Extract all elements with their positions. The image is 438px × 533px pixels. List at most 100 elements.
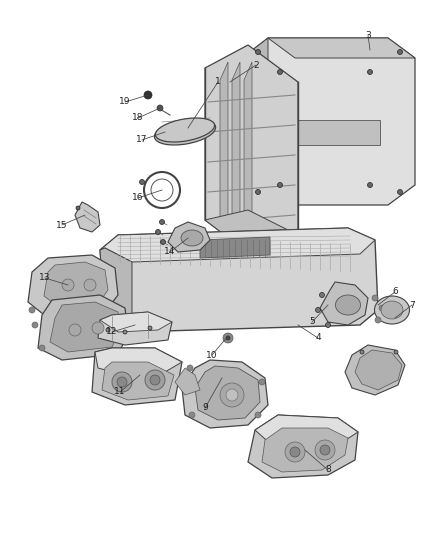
Ellipse shape [155, 118, 215, 142]
Circle shape [394, 350, 398, 354]
Text: 10: 10 [206, 351, 218, 359]
Circle shape [315, 308, 321, 312]
Polygon shape [268, 38, 415, 58]
Circle shape [117, 377, 127, 387]
Text: 11: 11 [114, 387, 126, 397]
Circle shape [84, 279, 96, 291]
Text: 6: 6 [392, 287, 398, 296]
Circle shape [398, 50, 403, 54]
Polygon shape [355, 350, 402, 390]
Circle shape [32, 322, 38, 328]
Circle shape [157, 105, 163, 111]
Text: 18: 18 [132, 114, 144, 123]
Text: 3: 3 [365, 30, 371, 39]
Polygon shape [275, 120, 380, 145]
Polygon shape [95, 348, 182, 375]
Polygon shape [345, 345, 405, 395]
Circle shape [325, 322, 331, 327]
Circle shape [255, 50, 261, 54]
Circle shape [112, 372, 132, 392]
Circle shape [315, 440, 335, 460]
Circle shape [226, 336, 230, 340]
Polygon shape [242, 38, 415, 205]
Circle shape [255, 190, 261, 195]
Circle shape [151, 179, 173, 201]
Ellipse shape [336, 295, 360, 315]
Polygon shape [205, 45, 298, 258]
Text: 17: 17 [136, 135, 148, 144]
Circle shape [139, 180, 145, 184]
Text: 14: 14 [164, 247, 176, 256]
Circle shape [160, 239, 166, 245]
Polygon shape [100, 228, 375, 262]
Text: 8: 8 [325, 465, 331, 474]
Circle shape [92, 322, 104, 334]
Circle shape [367, 69, 372, 75]
Text: 4: 4 [315, 334, 321, 343]
Polygon shape [248, 415, 358, 478]
Polygon shape [220, 62, 228, 258]
Polygon shape [100, 228, 378, 332]
Circle shape [106, 328, 110, 332]
Text: 16: 16 [132, 193, 144, 203]
Text: 13: 13 [39, 273, 51, 282]
Circle shape [360, 350, 364, 354]
Circle shape [285, 442, 305, 462]
Ellipse shape [374, 296, 410, 324]
Circle shape [290, 447, 300, 457]
Circle shape [398, 190, 403, 195]
Ellipse shape [181, 230, 203, 246]
Circle shape [39, 345, 45, 351]
Circle shape [320, 445, 330, 455]
Circle shape [148, 326, 152, 330]
Circle shape [155, 230, 160, 235]
Circle shape [159, 220, 165, 224]
Polygon shape [320, 282, 368, 325]
Polygon shape [38, 295, 128, 360]
Circle shape [189, 412, 195, 418]
Text: 15: 15 [56, 221, 68, 230]
Polygon shape [98, 312, 172, 345]
Text: 5: 5 [309, 318, 315, 327]
Circle shape [259, 379, 265, 385]
Polygon shape [168, 222, 210, 252]
Circle shape [144, 91, 152, 99]
Polygon shape [242, 38, 268, 205]
Circle shape [62, 279, 74, 291]
Polygon shape [182, 360, 268, 428]
Polygon shape [75, 202, 100, 232]
Polygon shape [232, 62, 240, 258]
Ellipse shape [381, 301, 403, 319]
Text: 12: 12 [106, 327, 118, 336]
Polygon shape [50, 302, 120, 352]
Circle shape [187, 365, 193, 371]
Circle shape [367, 182, 372, 188]
Circle shape [255, 412, 261, 418]
Polygon shape [100, 312, 172, 332]
Circle shape [319, 293, 325, 297]
Polygon shape [200, 237, 270, 258]
Polygon shape [102, 362, 174, 400]
Polygon shape [262, 428, 348, 472]
Text: 19: 19 [119, 98, 131, 107]
Circle shape [278, 182, 283, 188]
Circle shape [372, 295, 378, 301]
Circle shape [278, 69, 283, 75]
Text: 1: 1 [215, 77, 221, 86]
Circle shape [379, 305, 385, 311]
Circle shape [123, 330, 127, 334]
Polygon shape [175, 368, 200, 395]
Circle shape [223, 333, 233, 343]
Ellipse shape [155, 119, 215, 145]
Polygon shape [28, 255, 118, 318]
Polygon shape [244, 62, 252, 258]
Polygon shape [195, 366, 260, 420]
Text: 2: 2 [253, 61, 259, 69]
Polygon shape [205, 210, 298, 258]
Circle shape [226, 389, 238, 401]
Circle shape [29, 307, 35, 313]
Polygon shape [255, 415, 358, 448]
Polygon shape [100, 248, 132, 332]
Polygon shape [44, 262, 108, 308]
Text: 7: 7 [409, 301, 415, 310]
